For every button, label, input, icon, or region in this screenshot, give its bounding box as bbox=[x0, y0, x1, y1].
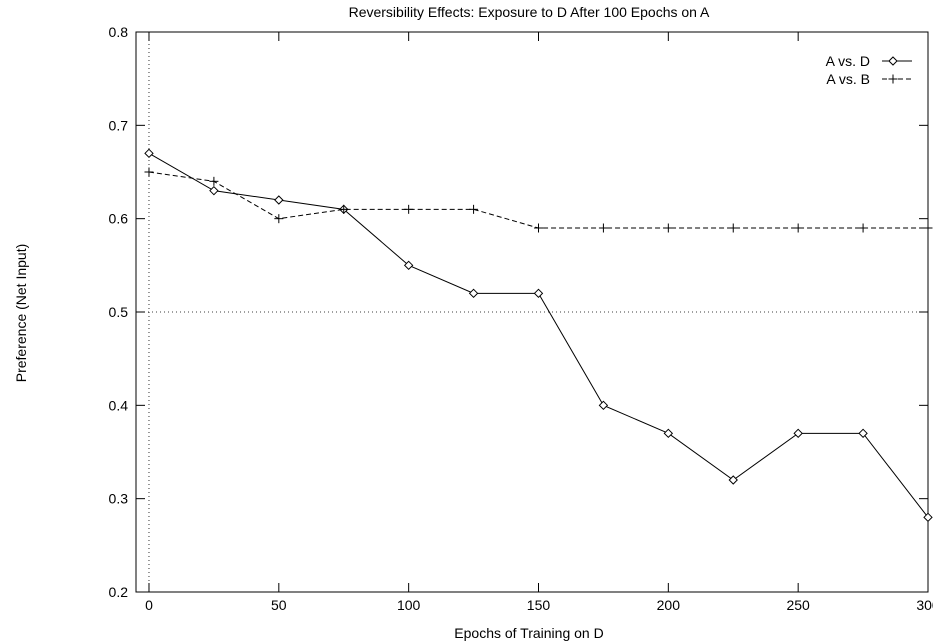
data-point-a-vs-d bbox=[403, 260, 414, 271]
data-point-a-vs-d bbox=[274, 195, 284, 205]
data-point-a-vs-b bbox=[793, 223, 803, 233]
x-axis-label: Epochs of Training on D bbox=[454, 625, 603, 641]
y-tick-label: 0.3 bbox=[109, 491, 129, 507]
data-point-a-vs-b bbox=[469, 204, 479, 214]
x-tick-label: 100 bbox=[397, 597, 421, 613]
data-point-a-vs-d bbox=[728, 475, 738, 485]
x-tick-label: 250 bbox=[786, 597, 810, 613]
x-tick-label: 150 bbox=[527, 597, 551, 613]
y-axis-label: Preference (Net Input) bbox=[13, 244, 29, 383]
data-point-a-vs-b bbox=[144, 167, 154, 177]
legend: A vs. D A vs. B bbox=[826, 53, 912, 87]
y-tick-label: 0.7 bbox=[109, 117, 129, 133]
data-point-a-vs-b bbox=[598, 223, 608, 233]
series-line-a-vs-d bbox=[148, 152, 929, 518]
y-tick-label: 0.5 bbox=[109, 304, 129, 320]
data-point-a-vs-b bbox=[858, 223, 868, 233]
plot-area: 0.2 0.3 0.4 0.5 0.6 0.7 0.8 0 50 100 150 200 250 300 bbox=[109, 24, 933, 613]
legend-marker-a-vs-d bbox=[888, 56, 898, 66]
data-point-a-vs-b bbox=[274, 214, 284, 224]
x-tick-label: 0 bbox=[145, 597, 153, 613]
y-tick-label: 0.6 bbox=[109, 211, 129, 227]
data-point-a-vs-b bbox=[209, 176, 219, 186]
data-point-a-vs-b bbox=[728, 223, 738, 233]
data-point-a-vs-d bbox=[923, 512, 933, 523]
data-point-a-vs-b bbox=[663, 223, 673, 233]
chart-title: Reversibility Effects: Exposure to D Aft… bbox=[349, 4, 710, 20]
x-tick-label: 200 bbox=[657, 597, 681, 613]
data-point-a-vs-b bbox=[404, 204, 414, 214]
legend-marker-a-vs-b bbox=[888, 74, 898, 84]
data-point-a-vs-d bbox=[793, 428, 803, 439]
data-point-a-vs-d bbox=[209, 185, 219, 196]
x-tick-label: 50 bbox=[271, 597, 287, 613]
series-line-a-vs-b bbox=[148, 171, 928, 229]
data-point-a-vs-d bbox=[598, 400, 609, 411]
data-point-a-vs-b bbox=[339, 204, 349, 214]
legend-label-a-vs-d: A vs. D bbox=[826, 53, 870, 69]
data-point-a-vs-d bbox=[663, 428, 674, 439]
data-point-a-vs-d bbox=[858, 428, 868, 439]
legend-label-a-vs-b: A vs. B bbox=[826, 71, 870, 87]
data-point-a-vs-d bbox=[533, 288, 544, 299]
data-point-a-vs-d bbox=[468, 288, 479, 299]
y-tick-label: 0.4 bbox=[109, 397, 129, 413]
data-point-a-vs-b bbox=[533, 223, 543, 233]
data-point-a-vs-d bbox=[144, 148, 154, 159]
data-point-a-vs-b bbox=[923, 223, 933, 233]
y-tick-label: 0.8 bbox=[109, 24, 129, 40]
y-tick-label: 0.2 bbox=[109, 584, 129, 600]
x-tick-label: 300 bbox=[916, 597, 933, 613]
